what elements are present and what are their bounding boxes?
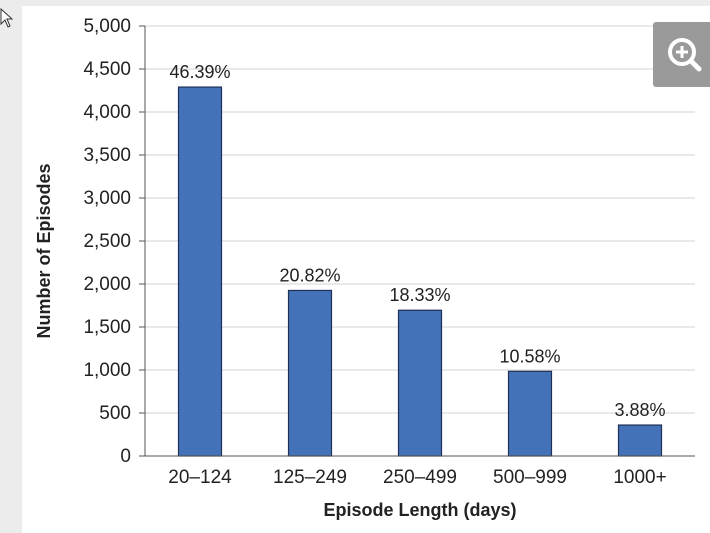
- chart-frame: 0 500 1,000 1,500 2,000 2,500 3,000 3,500 4,000 4…: [22, 6, 710, 533]
- x-axis-title: Episode Length (days): [323, 500, 516, 520]
- x-tick-label: 250–499: [383, 467, 457, 488]
- y-tick-label: 4,500: [83, 59, 131, 80]
- bar-data-label: 10.58%: [499, 346, 560, 366]
- y-tick-label: 1,500: [83, 317, 131, 338]
- y-tick-label: 1,000: [83, 360, 131, 381]
- x-tick-label: 125–249: [273, 467, 347, 488]
- y-axis-title: Number of Episodes: [34, 163, 54, 338]
- y-tick-label: 0: [120, 446, 131, 467]
- bar-data-label: 20.82%: [279, 265, 340, 285]
- y-tick-label: 2,000: [83, 274, 131, 295]
- x-tick-label: 20–124: [168, 467, 232, 488]
- bar-data-label: 46.39%: [169, 62, 230, 82]
- y-tick-label: 3,000: [83, 188, 131, 209]
- bar-data-label: 3.88%: [614, 400, 665, 420]
- x-tick-labels: 20–124 125–249 250–499 500–999 1000+: [168, 467, 666, 488]
- y-tick-label: 4,000: [83, 102, 131, 123]
- zoom-button[interactable]: [653, 22, 710, 87]
- bar-data-label: 18.33%: [389, 285, 450, 305]
- bar: [287, 289, 333, 457]
- zoom-in-icon: [668, 38, 702, 72]
- bar: [617, 424, 663, 457]
- y-tick-labels: 0 500 1,000 1,500 2,000 2,500 3,000 3,500 4,000 4…: [83, 16, 131, 467]
- bar: [507, 370, 553, 457]
- pointer-cursor-icon: [0, 8, 14, 28]
- bar-chart: 0 500 1,000 1,500 2,000 2,500 3,000 3,500 4,000 4…: [34, 16, 695, 520]
- axes: [144, 26, 695, 457]
- y-tick-label: 500: [99, 403, 131, 424]
- y-tick-label: 3,500: [83, 145, 131, 166]
- x-tick-label: 1000+: [613, 467, 666, 488]
- y-tick-label: 5,000: [83, 16, 131, 37]
- data-labels: 46.39% 20.82% 18.33% 10.58% 3.88%: [169, 62, 665, 420]
- bar: [177, 86, 223, 457]
- y-tick-label: 2,500: [83, 231, 131, 252]
- bars: [177, 86, 663, 457]
- bar: [397, 309, 443, 457]
- x-tick-label: 500–999: [493, 467, 567, 488]
